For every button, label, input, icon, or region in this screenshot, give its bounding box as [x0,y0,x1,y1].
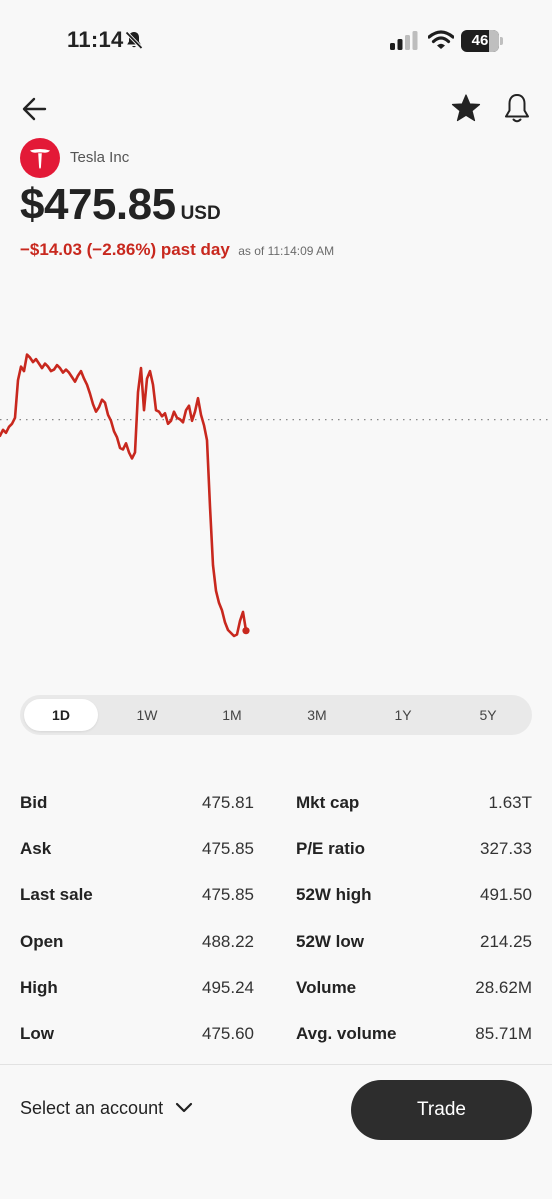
stat-52w-high-label: 52W high [296,885,372,904]
range-tab-3m[interactable]: 3M [307,707,327,723]
stat-bid-label: Bid [20,793,48,812]
stat-pe-ratio-label: P/E ratio [296,839,365,858]
stat-open-value: 488.22 [202,932,254,951]
stat-volume-label: Volume [296,978,357,997]
stat-last-sale-label: Last sale [20,885,93,904]
range-selector: 1D 1W 1M 3M 1Y 5Y [20,695,532,735]
battery-icon: 46 [461,30,503,52]
price-chart[interactable] [0,300,552,680]
currency-label: USD [180,203,221,224]
stat-low-label: Low [20,1024,54,1043]
stat-ask-label: Ask [20,839,52,858]
stat-avg-volume-value: 85.71M [475,1024,532,1043]
stat-mkt-cap-label: Mkt cap [296,793,360,812]
account-selector[interactable]: Select an account [20,1098,193,1128]
stat-pe-ratio-value: 327.33 [480,839,532,858]
stat-low-value: 475.60 [202,1024,254,1043]
stat-volume-value: 28.62M [475,978,532,997]
last-price-dot [242,627,250,635]
range-tab-1y[interactable]: 1Y [394,707,412,723]
status-time: 11:14 [67,27,124,52]
company-name: Tesla Inc [70,149,130,166]
stat-52w-low-value: 214.25 [480,932,532,951]
change-row: −$14.03 (−2.86%) past day as of 11:14:09… [20,240,334,260]
stat-52w-high-value: 491.50 [480,885,532,904]
price-row: $475.85 USD [20,180,221,230]
status-bar: 11:14 46 [0,0,552,80]
stat-52w-low-label: 52W low [296,932,365,951]
price-change: −$14.03 (−2.86%) past day [20,240,230,259]
current-price: $475.85 [20,180,176,229]
back-arrow-icon[interactable] [20,94,50,124]
stat-open-label: Open [20,932,64,951]
range-tab-1w[interactable]: 1W [136,707,158,723]
stat-avg-volume-label: Avg. volume [296,1024,397,1043]
range-tab-1m[interactable]: 1M [222,707,242,723]
signal-icon [390,31,418,50]
range-tab-5y[interactable]: 5Y [479,707,497,723]
wifi-icon [428,30,454,49]
stat-ask-value: 475.85 [202,839,254,858]
bell-slash-icon [125,31,143,50]
star-icon[interactable] [451,93,481,123]
trade-button[interactable]: Trade [351,1080,532,1140]
range-tab-1d[interactable]: 1D [24,699,98,731]
stat-high-value: 495.24 [202,978,254,997]
battery-level: 46 [471,32,489,49]
stat-mkt-cap-value: 1.63T [488,793,532,812]
price-line [0,353,248,638]
account-selector-label: Select an account [20,1098,164,1118]
quote-timestamp: as of 11:14:09 AM [238,244,335,258]
stat-last-sale-value: 475.85 [202,885,254,904]
bell-icon[interactable] [502,92,532,124]
tesla-logo [20,138,60,178]
stat-high-label: High [20,978,58,997]
stat-bid-value: 475.81 [202,793,254,812]
chevron-down-icon [176,1102,193,1112]
footer-bar: Select an account Trade [0,1064,552,1199]
